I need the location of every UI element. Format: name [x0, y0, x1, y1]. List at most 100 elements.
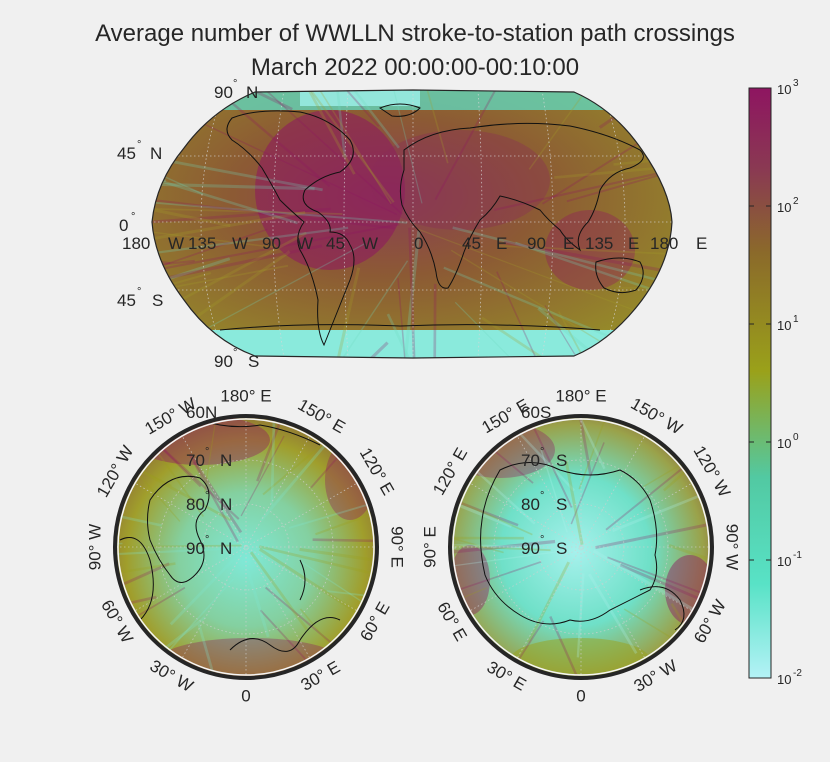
svg-text:E: E — [696, 234, 707, 253]
north-graticule — [116, 417, 376, 677]
world-path-streaks — [152, 90, 672, 358]
svg-text:N: N — [220, 451, 232, 470]
svg-text:W: W — [232, 234, 248, 253]
svg-text:°: ° — [137, 286, 141, 298]
world-lon-labels: 180 W 135 W 90 W 45 W 0 45 E 90 E 135 E 180 E — [122, 234, 707, 253]
svg-text:135: 135 — [585, 234, 613, 253]
south-rim-label-9: 90° E — [420, 526, 439, 568]
lon-label-135w: 135 W — [188, 234, 248, 253]
svg-text:°: ° — [205, 446, 209, 458]
north-lat-labels: 60 N 70 ° N 80 ° N 90 ° N — [186, 403, 232, 558]
figure-subtitle: March 2022 00:00:00-00:10:00 — [250, 54, 580, 81]
svg-text:°: ° — [540, 490, 544, 502]
svg-text:N: N — [150, 144, 162, 163]
svg-text:45: 45 — [462, 234, 481, 253]
svg-text:90: 90 — [214, 83, 233, 102]
svg-text:°: ° — [137, 139, 141, 151]
north-ring-70: 70 ° N — [186, 446, 232, 470]
svg-text:-1: -1 — [793, 550, 802, 561]
svg-text:N: N — [220, 495, 232, 514]
svg-text:3: 3 — [793, 78, 799, 89]
lon-label-180e: 180 E — [650, 234, 707, 253]
lat-label-90s: 90 ° S — [214, 347, 259, 371]
svg-text:0: 0 — [119, 216, 128, 235]
svg-text:N: N — [220, 539, 232, 558]
lat-label-45n: 45 ° N — [117, 139, 162, 163]
lon-label-45e: 45 E — [462, 234, 507, 253]
svg-text:0: 0 — [414, 234, 423, 253]
colorbar-gradient — [748, 87, 772, 679]
svg-text:90: 90 — [214, 352, 233, 371]
svg-text:90: 90 — [186, 539, 205, 558]
north-path-streaks — [116, 417, 376, 677]
svg-text:S: S — [556, 451, 567, 470]
svg-text:180: 180 — [122, 234, 150, 253]
svg-text:E: E — [563, 234, 574, 253]
svg-text:60: 60 — [186, 403, 205, 422]
colorbar-tick-label-5: 10 — [777, 672, 791, 687]
lon-label-90e: 90 E — [527, 234, 574, 253]
svg-text:°: ° — [540, 534, 544, 546]
svg-text:135: 135 — [188, 234, 216, 253]
antarctica-coastline — [480, 462, 685, 631]
svg-text:S: S — [556, 539, 567, 558]
svg-text:60: 60 — [521, 403, 540, 422]
colorbar-tick-label-1: 10 — [777, 200, 791, 215]
south-rim-label-0: 180° E — [555, 386, 606, 405]
north-coastlines — [119, 419, 341, 652]
south-rim-label-6: 0 — [576, 686, 585, 705]
south-polar-rim — [448, 414, 714, 680]
svg-text:0: 0 — [793, 432, 799, 443]
svg-text:°: ° — [205, 534, 209, 546]
svg-text:45: 45 — [326, 234, 345, 253]
svg-text:80: 80 — [186, 495, 205, 514]
svg-text:°: ° — [205, 490, 209, 502]
lon-label-45w: 45 W — [326, 234, 378, 253]
south-ring-60: 60 S — [521, 403, 551, 422]
svg-text:70: 70 — [186, 451, 205, 470]
svg-text:S: S — [152, 291, 163, 310]
svg-text:°: ° — [233, 78, 237, 90]
svg-text:2: 2 — [793, 196, 799, 207]
svg-text:80: 80 — [521, 495, 540, 514]
south-ring-90: 90 ° S — [521, 534, 567, 558]
north-polar-map — [113, 414, 379, 680]
svg-text:45: 45 — [117, 291, 136, 310]
world-lat-labels: 90 ° N 45 ° N 0 ° 45 ° S 90 ° S — [117, 78, 259, 371]
svg-text:E: E — [628, 234, 639, 253]
svg-text:W: W — [297, 234, 313, 253]
svg-text:°: ° — [540, 446, 544, 458]
colorbar-tick-label-0: 10 — [777, 82, 791, 97]
svg-text:90: 90 — [262, 234, 281, 253]
lat-label-90n: 90 ° N — [214, 78, 258, 102]
svg-text:N: N — [246, 83, 258, 102]
colorbar-tick-label-4: 10 — [777, 554, 791, 569]
svg-text:70: 70 — [521, 451, 540, 470]
svg-text:S: S — [540, 403, 551, 422]
svg-text:S: S — [556, 495, 567, 514]
south-lat-labels: 60 S 70 ° S 80 ° S 90 ° S — [521, 403, 567, 558]
lat-label-45s: 45 ° S — [117, 286, 163, 310]
world-map-field — [152, 90, 672, 358]
svg-text:°: ° — [131, 211, 135, 223]
north-rim-label-9: 90° W — [85, 524, 104, 570]
north-rim-label-0: 180° E — [220, 386, 271, 405]
lat-label-0: 0 ° — [119, 211, 135, 235]
north-ring-60: 60 N — [186, 403, 217, 422]
svg-text:90: 90 — [521, 539, 540, 558]
svg-text:N: N — [205, 403, 217, 422]
lon-label-0: 0 — [414, 234, 423, 253]
svg-text:-2: -2 — [793, 668, 802, 679]
svg-text:1: 1 — [793, 314, 799, 325]
colorbar-tick-label-2: 10 — [777, 318, 791, 333]
svg-text:W: W — [168, 234, 184, 253]
svg-text:W: W — [362, 234, 378, 253]
svg-text:°: ° — [233, 347, 237, 359]
south-ring-70: 70 ° S — [521, 446, 567, 470]
lon-label-135e: 135 E — [585, 234, 639, 253]
north-rim-label-3: 90° E — [388, 526, 407, 568]
svg-text:S: S — [248, 352, 259, 371]
